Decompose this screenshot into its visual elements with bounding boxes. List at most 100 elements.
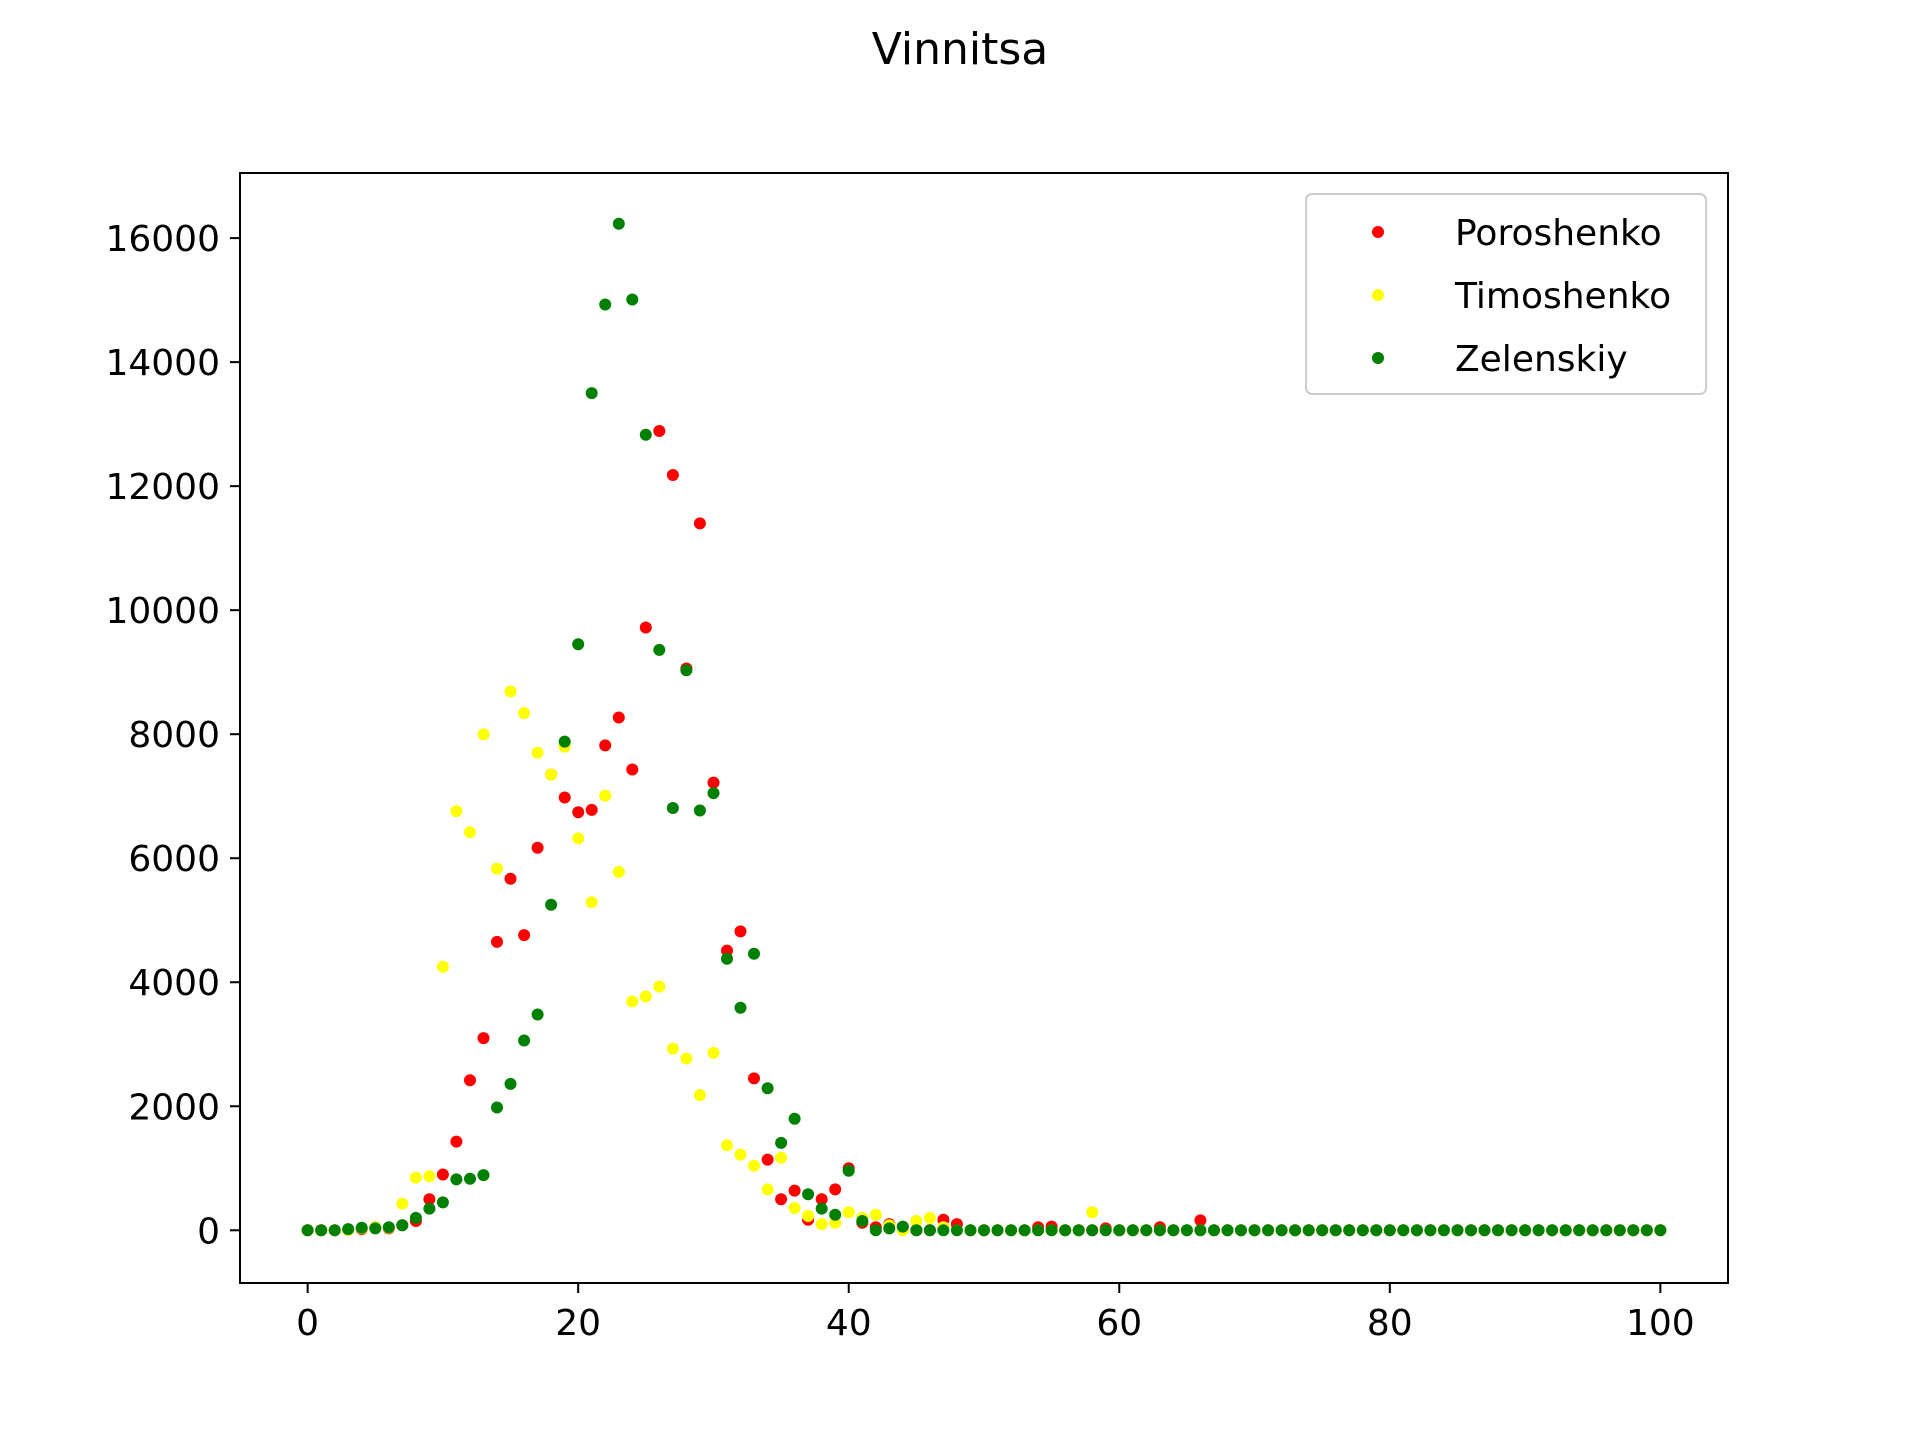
point-timoshenko <box>599 789 612 802</box>
point-zelenskiy <box>1153 1224 1166 1237</box>
point-zelenskiy <box>1289 1224 1302 1237</box>
point-zelenskiy <box>802 1188 815 1201</box>
point-zelenskiy <box>1600 1224 1613 1237</box>
point-poroshenko <box>599 739 612 752</box>
point-timoshenko <box>477 728 490 741</box>
point-zelenskiy <box>1018 1224 1031 1237</box>
point-zelenskiy <box>545 898 558 911</box>
point-timoshenko <box>815 1218 828 1231</box>
point-zelenskiy <box>1005 1224 1018 1237</box>
point-zelenskiy <box>748 947 760 960</box>
point-zelenskiy <box>1045 1224 1058 1237</box>
point-timoshenko <box>788 1202 801 1214</box>
point-zelenskiy <box>1302 1224 1315 1237</box>
point-zelenskiy <box>978 1224 990 1237</box>
point-poroshenko <box>558 791 571 804</box>
point-zelenskiy <box>531 1008 544 1021</box>
point-zelenskiy <box>342 1223 355 1236</box>
point-timoshenko <box>666 1042 679 1055</box>
point-timoshenko <box>721 1139 733 1152</box>
point-zelenskiy <box>1654 1224 1667 1237</box>
point-zelenskiy <box>1546 1224 1559 1237</box>
point-poroshenko <box>450 1135 463 1148</box>
y-tick-label: 4000 <box>128 963 220 1004</box>
y-tick-label: 12000 <box>105 467 220 508</box>
point-zelenskiy <box>1167 1224 1180 1237</box>
y-tick-label: 6000 <box>128 839 220 880</box>
point-timoshenko <box>910 1215 923 1227</box>
legend-box <box>1305 193 1707 395</box>
point-timoshenko <box>639 990 652 1003</box>
point-zelenskiy <box>355 1221 368 1234</box>
point-zelenskiy <box>1640 1224 1653 1237</box>
y-tick-label: 10000 <box>105 591 220 632</box>
point-zelenskiy <box>1126 1224 1139 1237</box>
x-tick-label: 40 <box>826 1303 872 1344</box>
point-timoshenko <box>653 980 666 993</box>
point-zelenskiy <box>626 293 639 306</box>
point-timoshenko <box>518 707 531 720</box>
point-zelenskiy <box>1465 1224 1477 1237</box>
point-zelenskiy <box>1383 1224 1396 1237</box>
series-timoshenko <box>301 685 1667 1237</box>
point-poroshenko <box>693 517 706 530</box>
point-timoshenko <box>409 1171 422 1184</box>
point-zelenskiy <box>1627 1224 1640 1237</box>
point-zelenskiy <box>1343 1224 1356 1237</box>
legend-label-poroshenko: Poroshenko <box>1455 213 1662 254</box>
point-zelenskiy <box>937 1224 950 1237</box>
point-zelenskiy <box>423 1202 436 1215</box>
point-zelenskiy <box>693 804 706 817</box>
point-poroshenko <box>815 1193 828 1206</box>
point-zelenskiy <box>1086 1224 1099 1237</box>
point-zelenskiy <box>1370 1224 1383 1237</box>
point-zelenskiy <box>1194 1224 1207 1237</box>
point-poroshenko <box>477 1032 490 1045</box>
point-timoshenko <box>748 1159 760 1172</box>
legend-marker-timoshenko <box>1372 289 1384 301</box>
point-zelenskiy <box>680 664 693 677</box>
point-timoshenko <box>842 1206 855 1219</box>
points-layer <box>301 217 1667 1237</box>
point-zelenskiy <box>396 1219 409 1232</box>
point-zelenskiy <box>815 1202 828 1215</box>
y-axis: 0 2000 4000 6000 8000 10000 12000 14000 16000 <box>105 219 240 1252</box>
x-tick-label: 80 <box>1367 1303 1413 1344</box>
point-timoshenko <box>504 685 517 698</box>
point-poroshenko <box>504 872 517 885</box>
y-tick-label: 2000 <box>128 1087 220 1128</box>
point-zelenskiy <box>964 1224 977 1237</box>
point-zelenskiy <box>734 1001 747 1014</box>
point-zelenskiy <box>653 643 666 656</box>
point-zelenskiy <box>1356 1224 1369 1237</box>
point-timoshenko <box>491 862 503 875</box>
y-tick-label: 14000 <box>105 343 220 384</box>
point-zelenskiy <box>1424 1224 1437 1237</box>
point-zelenskiy <box>1059 1224 1072 1237</box>
series-zelenskiy <box>301 217 1667 1237</box>
point-timoshenko <box>545 768 558 781</box>
point-zelenskiy <box>1451 1224 1464 1237</box>
point-poroshenko <box>734 925 747 938</box>
point-poroshenko <box>626 763 639 776</box>
point-zelenskiy <box>450 1173 463 1186</box>
y-tick-label: 16000 <box>105 219 220 260</box>
point-zelenskiy <box>1397 1224 1410 1237</box>
point-zelenskiy <box>1316 1224 1329 1237</box>
point-zelenskiy <box>491 1101 503 1114</box>
point-zelenskiy <box>599 298 612 311</box>
point-poroshenko <box>531 841 544 854</box>
x-axis: 0 20 40 60 80 100 <box>296 1283 1695 1344</box>
series-poroshenko <box>301 425 1667 1237</box>
point-timoshenko <box>693 1089 706 1102</box>
y-tick-label: 8000 <box>128 715 220 756</box>
point-zelenskiy <box>1113 1224 1126 1237</box>
point-timoshenko <box>450 805 463 818</box>
point-zelenskiy <box>1180 1224 1193 1237</box>
point-poroshenko <box>707 776 720 789</box>
point-timoshenko <box>396 1197 409 1210</box>
point-poroshenko <box>1194 1214 1207 1227</box>
point-poroshenko <box>491 935 503 948</box>
point-zelenskiy <box>842 1164 855 1177</box>
